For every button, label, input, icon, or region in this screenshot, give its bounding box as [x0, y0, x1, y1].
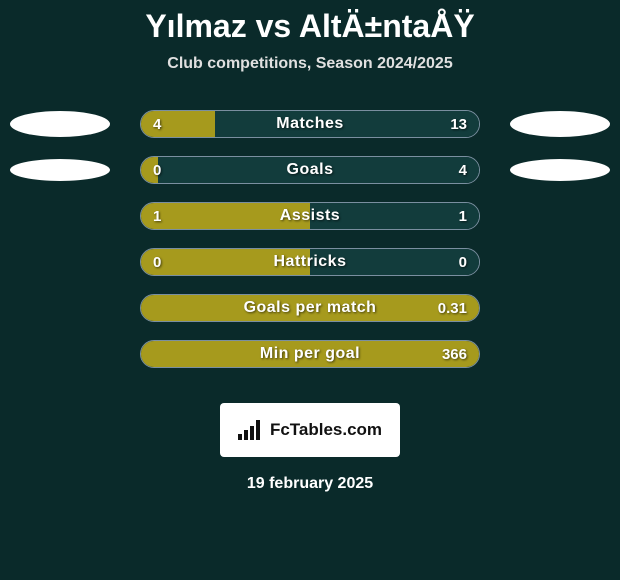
stat-label: Matches — [276, 115, 344, 133]
stat-row: Hattricks 0 0 — [0, 239, 620, 285]
stat-value-right: 0 — [459, 254, 467, 271]
logo-text: FcTables.com — [270, 420, 382, 440]
stat-value-right: 4 — [459, 162, 467, 179]
stat-row: Goals per match 0.31 — [0, 285, 620, 331]
stat-row: Assists 1 1 — [0, 193, 620, 239]
player-ellipse-left — [10, 111, 110, 137]
stat-label: Hattricks — [274, 253, 347, 271]
page-title: Yılmaz vs AltÄ±ntaÅŸ — [0, 0, 620, 45]
bar-fill-right — [215, 111, 479, 137]
stat-bar: Assists 1 1 — [140, 202, 480, 230]
stat-row: Goals 0 4 — [0, 147, 620, 193]
stat-value-right: 0.31 — [438, 300, 467, 317]
stat-row: Matches 4 13 — [0, 101, 620, 147]
stat-value-left: 4 — [153, 116, 161, 133]
stat-value-right: 366 — [442, 346, 467, 363]
player-ellipse-right — [510, 111, 610, 137]
stat-bar: Goals per match 0.31 — [140, 294, 480, 322]
stat-value-right: 13 — [450, 116, 467, 133]
stat-row: Min per goal 366 — [0, 331, 620, 377]
stat-bar: Matches 4 13 — [140, 110, 480, 138]
stat-label: Goals per match — [244, 299, 377, 317]
stat-bar: Goals 0 4 — [140, 156, 480, 184]
player-ellipse-right — [510, 159, 610, 181]
fctables-logo: FcTables.com — [220, 403, 400, 457]
subtitle: Club competitions, Season 2024/2025 — [0, 55, 620, 73]
stat-bar: Hattricks 0 0 — [140, 248, 480, 276]
logo-bars-icon — [238, 420, 264, 440]
player-ellipse-left — [10, 159, 110, 181]
date-label: 19 february 2025 — [0, 475, 620, 493]
stat-bar: Min per goal 366 — [140, 340, 480, 368]
stat-value-left: 1 — [153, 208, 161, 225]
stat-value-left: 0 — [153, 254, 161, 271]
stats-container: Matches413Goals04Assists11Hattricks00Goa… — [0, 101, 620, 377]
stat-value-left: 0 — [153, 162, 161, 179]
stat-label: Assists — [280, 207, 340, 225]
stat-label: Min per goal — [260, 345, 360, 363]
stat-value-right: 1 — [459, 208, 467, 225]
stat-label: Goals — [287, 161, 334, 179]
